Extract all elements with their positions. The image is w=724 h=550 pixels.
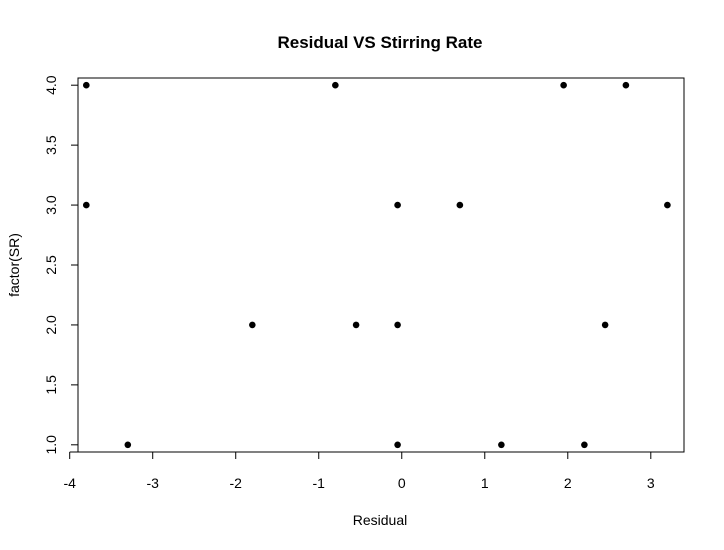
x-tick-label: -3 [146,475,159,491]
x-tick-label: 1 [481,475,489,491]
data-point [394,441,401,449]
y-axis-label: factor(SR) [6,233,22,297]
data-point [83,81,90,89]
y-tick-label: 3.5 [43,135,59,155]
y-tick-label: 3.0 [43,195,59,215]
data-point [560,81,567,89]
plot-frame [77,77,685,453]
chart-title: Residual VS Stirring Rate [278,33,483,52]
x-axis-label: Residual [353,512,407,528]
data-point [394,201,401,209]
x-tick-label: -4 [63,475,76,491]
x-tick-label: 3 [647,475,655,491]
x-tick-label: -1 [313,475,326,491]
data-points [83,81,671,449]
data-point [456,201,464,209]
y-tick-label: 2.5 [43,255,59,275]
data-point [601,321,609,329]
data-point [664,201,671,209]
data-point [498,441,505,449]
x-tick-label: 0 [398,475,406,491]
y-axis: 1.0 1.5 2.0 2.5 3.0 3.5 4.0 [43,75,79,455]
y-tick-label: 1.0 [43,435,59,455]
data-point [622,81,630,89]
data-point [581,441,588,449]
x-tick-label: -2 [229,475,242,491]
data-point [124,441,132,449]
data-point [332,81,339,89]
data-point [352,321,360,329]
x-tick-label: 2 [564,475,572,491]
x-axis: -4 -3 -2 -1 0 1 2 3 [63,451,655,491]
y-tick-label: 2.0 [43,315,59,335]
data-point [394,321,401,329]
y-tick-label: 4.0 [43,75,59,95]
y-tick-label: 1.5 [43,375,59,395]
data-point [249,321,256,329]
data-point [83,201,90,209]
